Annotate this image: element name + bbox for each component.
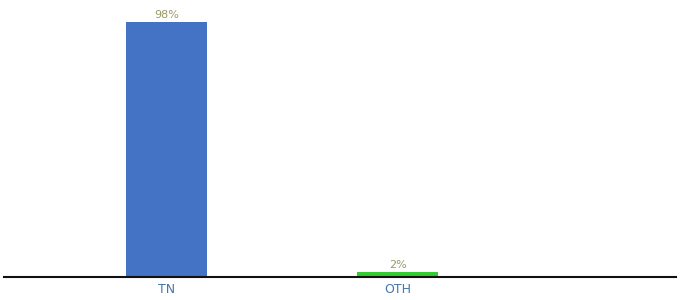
Text: 2%: 2% bbox=[389, 260, 407, 270]
Text: 98%: 98% bbox=[154, 10, 179, 20]
Bar bbox=[126, 22, 207, 277]
Bar bbox=[358, 272, 439, 277]
